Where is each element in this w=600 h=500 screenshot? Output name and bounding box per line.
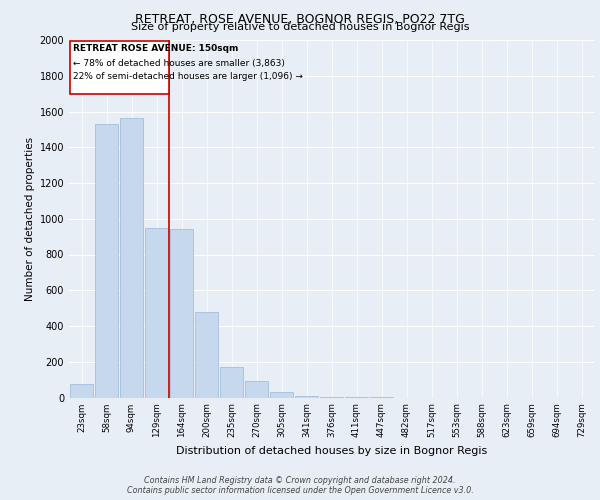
FancyBboxPatch shape [70, 41, 169, 94]
Bar [220, 367, 243, 398]
Text: RETREAT, ROSE AVENUE, BOGNOR REGIS, PO22 7TG: RETREAT, ROSE AVENUE, BOGNOR REGIS, PO22… [135, 12, 465, 26]
Y-axis label: Number of detached properties: Number of detached properties [25, 136, 35, 301]
Bar [170, 228, 193, 398]
Text: ← 78% of detached houses are smaller (3,863): ← 78% of detached houses are smaller (3,… [73, 59, 285, 68]
Bar [295, 396, 318, 398]
Text: 22% of semi-detached houses are larger (1,096) →: 22% of semi-detached houses are larger (… [73, 72, 303, 81]
X-axis label: Distribution of detached houses by size in Bognor Regis: Distribution of detached houses by size … [176, 446, 487, 456]
Text: Size of property relative to detached houses in Bognor Regis: Size of property relative to detached ho… [131, 22, 469, 32]
Bar [270, 392, 293, 398]
Text: Contains public sector information licensed under the Open Government Licence v3: Contains public sector information licen… [127, 486, 473, 495]
Bar [70, 384, 93, 398]
Bar [95, 124, 118, 398]
Text: Contains HM Land Registry data © Crown copyright and database right 2024.: Contains HM Land Registry data © Crown c… [144, 476, 456, 485]
Bar [145, 228, 168, 398]
Bar [120, 118, 143, 398]
Text: RETREAT ROSE AVENUE: 150sqm: RETREAT ROSE AVENUE: 150sqm [73, 44, 239, 54]
Bar [195, 312, 218, 398]
Bar [320, 396, 343, 398]
Bar [245, 380, 268, 398]
